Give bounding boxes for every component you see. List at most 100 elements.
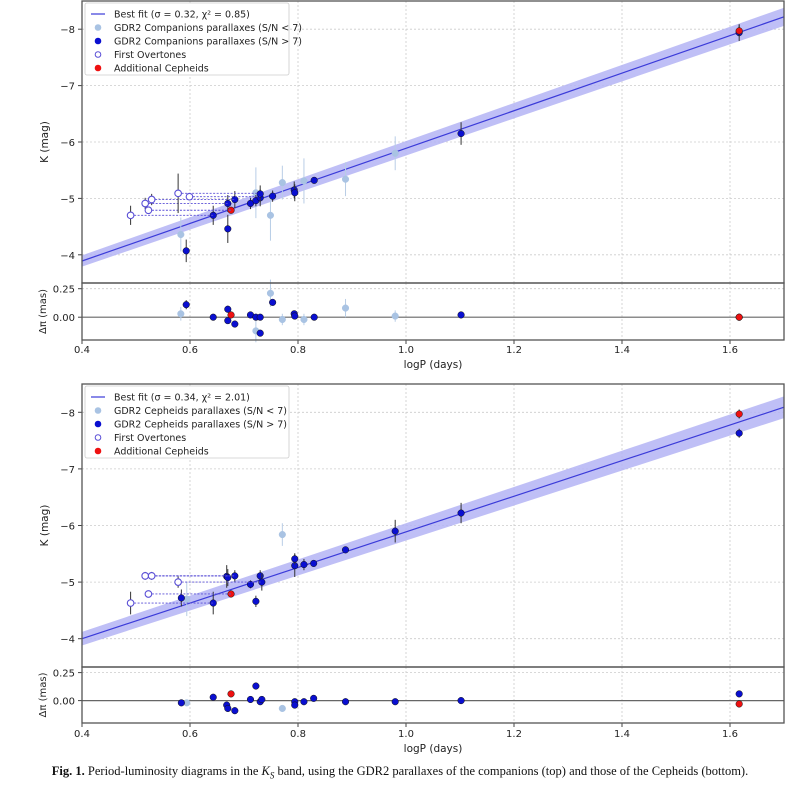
- x-axis-label: logP (days): [404, 359, 463, 371]
- legend-point-marker: [94, 37, 102, 45]
- residual-point: [291, 312, 299, 320]
- res-y-tick-label: 0.25: [53, 669, 75, 680]
- residual-point: [457, 311, 465, 319]
- data-point: [174, 578, 182, 586]
- legend-point-marker: [94, 447, 102, 455]
- residual-point: [300, 698, 308, 706]
- legend-box: [84, 2, 290, 76]
- data-point: [224, 199, 232, 208]
- data-point: [457, 129, 465, 138]
- residual-point: [291, 701, 299, 709]
- legend-point-marker: [94, 24, 102, 31]
- y-axis-label: K (mag): [39, 121, 51, 163]
- data-point: [174, 189, 182, 198]
- data-point: [144, 590, 153, 598]
- residual-point: [278, 315, 286, 324]
- residual-point: [252, 682, 260, 690]
- data-point: [147, 195, 156, 204]
- data-point: [310, 559, 318, 567]
- legend-point-marker: [94, 407, 102, 414]
- y-tick-label: −4: [60, 635, 75, 646]
- x-tick-label: 0.6: [182, 345, 198, 356]
- residual-point: [182, 301, 190, 309]
- figure-caption: Fig. 1. Period-luminosity diagrams in th…: [0, 764, 800, 781]
- legend-item-series: Additional Cepheids: [114, 64, 209, 75]
- residual-point: [735, 700, 743, 708]
- x-tick-label: 1.6: [722, 345, 738, 356]
- data-point: [231, 572, 239, 580]
- residual-point: [227, 690, 235, 698]
- x-tick-label: 0.6: [182, 729, 198, 740]
- data-point: [224, 225, 232, 233]
- legend-item-best-fit: Best fit (σ = 0.32, χ² = 0.85): [114, 10, 250, 21]
- legend-item-series: First Overtones: [114, 50, 186, 61]
- residual-point: [258, 695, 266, 704]
- data-point: [227, 590, 235, 598]
- best-fit-line: [81, 16, 785, 262]
- chart-panel-2: 0.4 0.6 0.8 1.0 1.2 1.4 1.6 −8 −7 −6 −5 −4 0.25 0.00 l…: [38, 383, 785, 755]
- residual-point: [209, 693, 217, 701]
- residual-point: [246, 695, 255, 704]
- x-tick-label: 1.4: [614, 729, 630, 740]
- residual-point: [224, 317, 232, 325]
- legend-item-series: GDR2 Companions parallaxes (S/N > 7): [114, 37, 302, 48]
- caption-text-1: Period-luminosity diagrams in the: [84, 764, 262, 778]
- residual-point: [256, 313, 264, 321]
- caption-band-sub: S: [269, 770, 275, 781]
- x-axis-label: logP (days): [404, 743, 463, 755]
- data-point: [266, 211, 275, 219]
- data-point: [391, 527, 399, 535]
- res-y-tick-label: 0.00: [53, 313, 75, 324]
- data-point: [278, 531, 286, 539]
- y-tick-label: −8: [60, 408, 75, 419]
- x-tick-label: 1.2: [506, 345, 522, 356]
- data-point: [300, 561, 308, 569]
- y-tick-label: −7: [60, 465, 75, 476]
- data-point: [209, 211, 217, 219]
- data-point: [735, 429, 743, 437]
- y-axis-label: K (mag): [39, 505, 51, 547]
- residual-point: [256, 329, 264, 337]
- residual-point: [266, 289, 275, 297]
- data-point: [252, 597, 260, 605]
- data-point: [300, 177, 308, 185]
- best-fit-line: [81, 406, 785, 640]
- legend-point-marker: [94, 64, 102, 72]
- residual-y-axis-label: Δπ (mas): [38, 289, 49, 334]
- residual-axes-frame: [81, 282, 785, 341]
- residual-point: [224, 305, 232, 313]
- data-point: [182, 247, 190, 255]
- data-point: [147, 572, 156, 580]
- x-tick-label: 1.6: [722, 729, 738, 740]
- x-tick-label: 1.2: [506, 729, 522, 740]
- data-point: [224, 574, 232, 582]
- legend-item-series: GDR2 Companions parallaxes (S/N < 7): [114, 23, 302, 34]
- legend-item-series: GDR2 Cepheids parallaxes (S/N > 7): [114, 420, 287, 431]
- data-point: [258, 578, 266, 586]
- residual-point: [269, 298, 277, 306]
- residual-point: [341, 304, 350, 312]
- residual-point: [278, 704, 286, 712]
- residual-point: [300, 315, 308, 324]
- legend-item-best-fit: Best fit (σ = 0.34, χ² = 2.01): [114, 393, 250, 404]
- residual-point: [209, 313, 217, 321]
- y-tick-label: −7: [60, 82, 75, 93]
- residual-y-axis-label: Δπ (mas): [38, 672, 49, 717]
- legend-item-series: GDR2 Cepheids parallaxes (S/N < 7): [114, 406, 287, 417]
- residual-point: [391, 312, 399, 320]
- y-tick-label: −5: [60, 578, 75, 589]
- data-point: [246, 580, 255, 588]
- legend-point-marker: [94, 434, 102, 441]
- y-tick-label: −8: [60, 25, 75, 36]
- x-tick-label: 1.0: [398, 345, 414, 356]
- data-point: [310, 176, 318, 184]
- data-point: [256, 572, 264, 580]
- residual-point: [457, 697, 465, 705]
- legend-box: [84, 385, 290, 459]
- residual-point: [224, 704, 232, 712]
- data-point: [735, 410, 743, 418]
- data-point: [341, 175, 350, 183]
- y-tick-label: −6: [60, 138, 75, 149]
- residual-point: [231, 320, 239, 328]
